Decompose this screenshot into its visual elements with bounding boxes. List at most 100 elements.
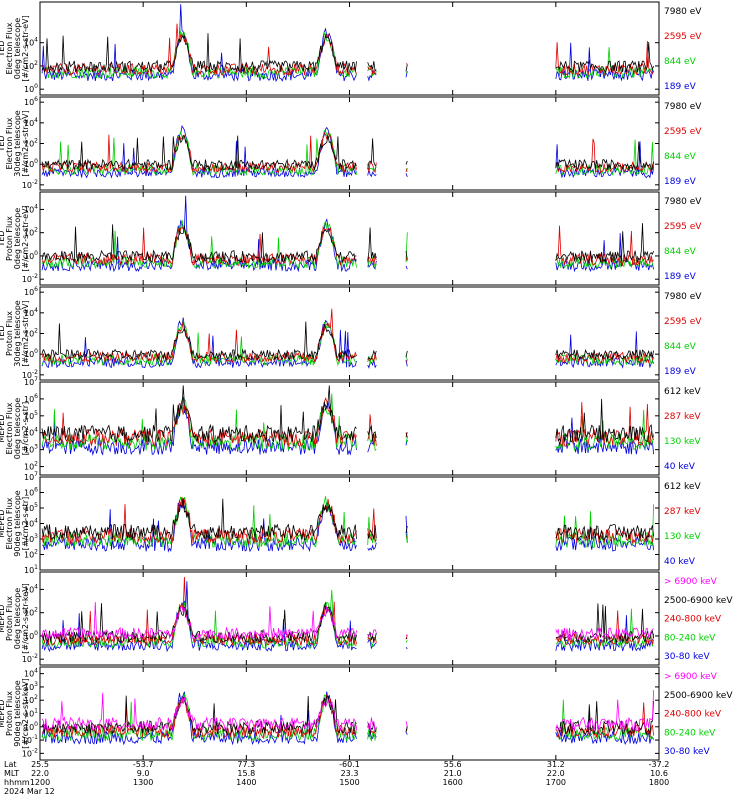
lat-tick-label: -37.2 — [649, 760, 670, 769]
legend-entry: 612 keV — [664, 387, 701, 397]
series-trace — [42, 502, 356, 552]
legend-entry: 80-240 keV — [664, 728, 716, 738]
y-tick-label: 108 — [24, 0, 38, 1]
mlt-tick-label: 22.0 — [547, 769, 565, 778]
legend-entry: 189 eV — [664, 367, 697, 377]
series-trace — [368, 543, 377, 550]
mlt-tick-label: 21.0 — [444, 769, 462, 778]
hhmm-tick-label: 1400 — [236, 778, 256, 787]
lat-tick-label: 25.5 — [31, 760, 49, 769]
legend-entry: 80-240 keV — [664, 633, 716, 643]
legend-entry: 40 keV — [664, 462, 696, 472]
legend-entry: 130 keV — [664, 532, 701, 542]
y-tick-label: 106 — [24, 96, 38, 107]
y-axis-label: MEPEDElectron Flux0deg telescope[#/cm2-s… — [0, 398, 30, 459]
series-trace — [42, 603, 356, 642]
series-trace — [406, 537, 407, 538]
series-trace — [406, 64, 407, 71]
legend-entry: 7980 eV — [664, 292, 702, 302]
y-axis-label: TEDElectron Flux30deg telescope[#/cm2-s-… — [0, 110, 30, 177]
mlt-tick-label: 15.8 — [237, 769, 255, 778]
hhmm-tick-label: 1600 — [442, 778, 462, 787]
series-trace — [406, 266, 407, 269]
legend-entry: 240-800 keV — [664, 615, 722, 625]
legend-entry: 2595 eV — [664, 127, 702, 137]
hhmm-tick-label: 1300 — [133, 778, 153, 787]
legend-entry: 240-800 keV — [664, 710, 722, 720]
legend-entry: 844 eV — [664, 152, 697, 162]
y-axis-label: TEDElectron Flux0deg telescope[#/cm2-s-s… — [0, 15, 30, 81]
series-trace — [406, 732, 407, 734]
legend-entry: 2595 eV — [664, 222, 702, 232]
hhmm-tick-label: 1200 — [30, 778, 50, 787]
legend-entry: 2595 eV — [664, 317, 702, 327]
legend-entry: 287 keV — [664, 507, 701, 517]
y-tick-label: 107 — [24, 471, 38, 482]
legend-entry: 30-80 keV — [664, 747, 710, 757]
panel-frame — [40, 477, 659, 570]
series-trace — [406, 161, 407, 165]
series-trace — [406, 640, 407, 642]
panel-frame — [40, 2, 659, 95]
legend-entry: 844 eV — [664, 57, 697, 67]
series-trace — [42, 498, 356, 540]
mlt-tick-label: 23.3 — [341, 769, 359, 778]
series-trace — [406, 71, 407, 77]
legend-entry: > 6900 keV — [664, 672, 718, 682]
y-tick-label: 107 — [24, 376, 38, 387]
lat-tick-label: -60.1 — [339, 760, 360, 769]
mlt-tick-label: 9.0 — [137, 769, 150, 778]
legend-entry: 287 keV — [664, 412, 701, 422]
y-tick-label: 10-2 — [22, 653, 38, 664]
legend-entry: 189 eV — [664, 272, 697, 282]
panel-frame — [40, 572, 659, 665]
x-row-label: hhmm — [4, 778, 30, 787]
legend-entry: 2500-6900 keV — [664, 691, 733, 701]
panel-frame — [40, 97, 659, 190]
legend-entry: 844 eV — [664, 247, 697, 257]
y-tick-label: 10-2 — [22, 273, 38, 284]
panel-1: 108104102100TEDElectron Flux0deg telesco… — [0, 0, 702, 95]
lat-tick-label: 31.2 — [547, 760, 565, 769]
hhmm-tick-label: 1500 — [339, 778, 359, 787]
series-trace — [406, 721, 407, 727]
legend-entry: > 6900 keV — [664, 577, 718, 587]
date-label: 2024 Mar 12 — [4, 787, 55, 796]
legend-entry: 7980 eV — [664, 102, 702, 112]
panel-frame — [40, 382, 659, 475]
legend-entry: 2500-6900 keV — [664, 596, 733, 606]
legend-entry: 189 eV — [664, 177, 697, 187]
hhmm-tick-label: 1700 — [546, 778, 566, 787]
x-row-label: Lat — [4, 760, 17, 769]
y-tick-label: 10-2 — [22, 179, 38, 190]
series-trace — [368, 228, 377, 261]
legend-entry: 189 eV — [664, 82, 697, 92]
series-trace — [42, 394, 356, 451]
legend-entry: 7980 eV — [664, 7, 702, 17]
series-trace — [42, 398, 356, 446]
y-tick-label: 102 — [24, 461, 38, 472]
legend-entry: 30-80 keV — [664, 652, 710, 662]
panel-frame — [40, 192, 659, 285]
series-trace — [42, 33, 356, 72]
lat-tick-label: 77.3 — [237, 760, 255, 769]
legend-entry: 612 keV — [664, 482, 701, 492]
y-axis-label: TEDProton Flux30deg telescope[#/cm2-s-st… — [0, 300, 30, 367]
y-tick-label: 106 — [24, 487, 38, 498]
series-trace — [368, 630, 377, 637]
y-tick-label: 100 — [24, 83, 38, 94]
y-axis-label: MEPEDProton Flux90deg telescope[#/cm2-s-… — [0, 678, 30, 749]
series-trace — [42, 496, 356, 547]
x-row-label: MLT — [4, 769, 19, 778]
legend-entry: 7980 eV — [664, 197, 702, 207]
legend-entry: 130 keV — [664, 437, 701, 447]
mlt-tick-label: 22.0 — [31, 769, 49, 778]
series-trace — [406, 638, 407, 639]
